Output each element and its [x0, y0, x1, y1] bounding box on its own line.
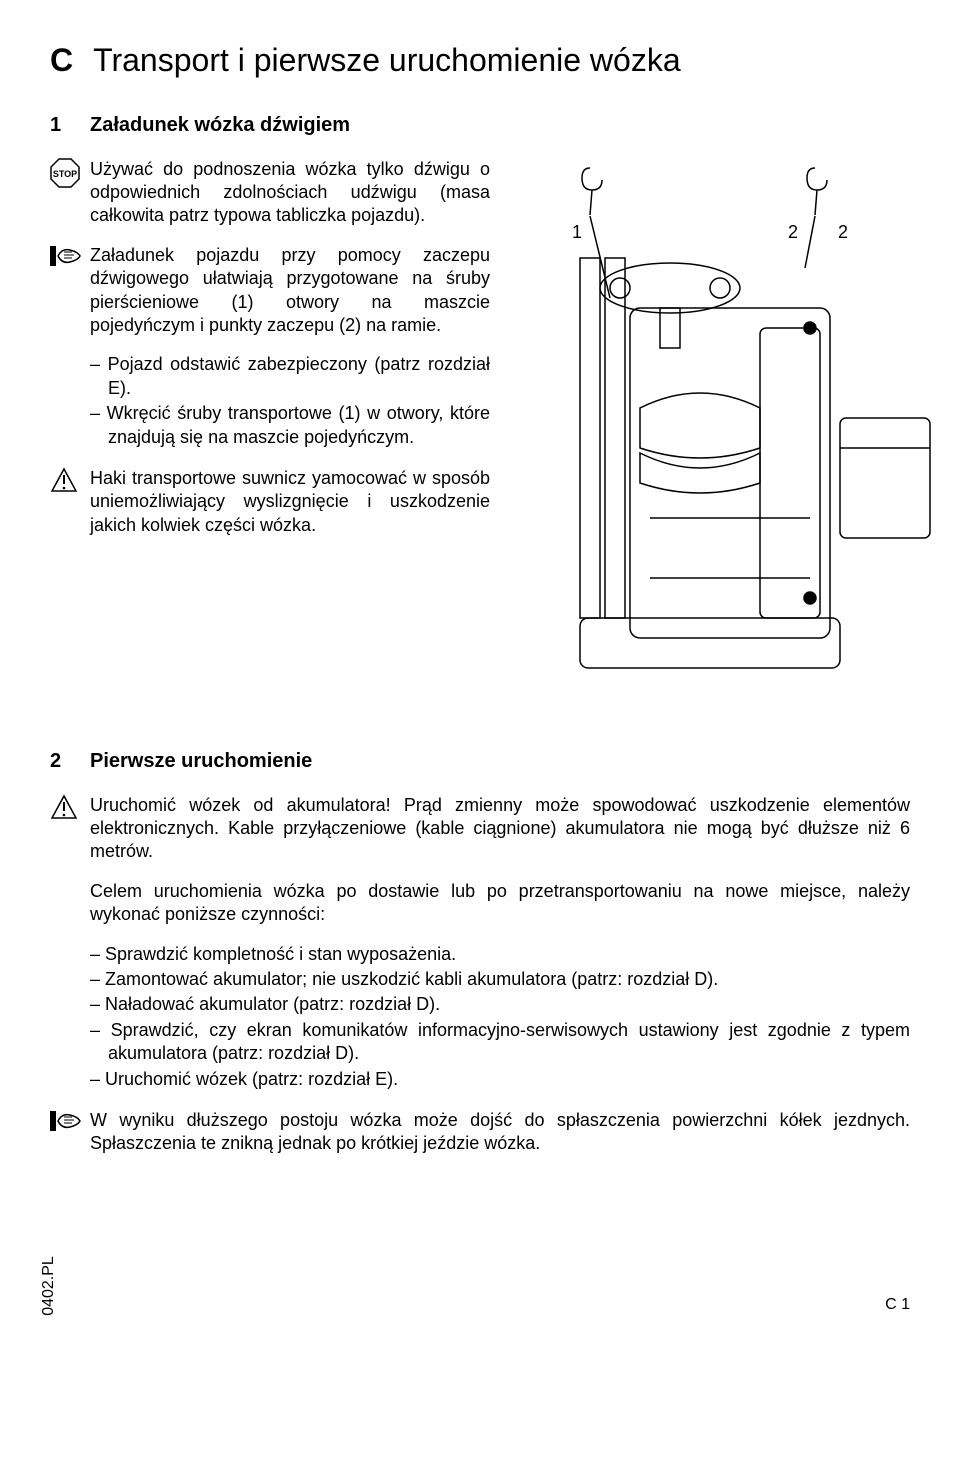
figure-label-2: 2: [788, 222, 798, 242]
section2-list: Sprawdzić kompletność i stan wyposażenia…: [90, 943, 910, 1091]
list-item: Naładować akumulator (patrz: rozdział D)…: [90, 993, 910, 1016]
list-item: Pojazd odstawić zabezpieczony (patrz roz…: [90, 353, 490, 400]
chapter-title-text: Transport i pierwsze uruchomienie wózka: [93, 42, 681, 78]
figure-label-1: 1: [572, 222, 582, 242]
section-1-title: 1Załadunek wózka dźwigiem: [50, 112, 910, 138]
footer-left: 0402.PL: [39, 1256, 60, 1316]
section-2-num: 2: [50, 748, 90, 774]
chapter-title: C Transport i pierwsze uruchomienie wózka: [50, 40, 910, 82]
section2-para2: Celem uruchomienia wózka po dostawie lub…: [90, 880, 910, 927]
section1-stop-text: Używać do podnoszenia wózka tylko dźwigu…: [90, 158, 490, 228]
chapter-letter: C: [50, 42, 73, 78]
section-2-title: 2Pierwsze uruchomienie: [50, 748, 910, 774]
section2-warn-text: Uruchomić wózek od akumulatora! Prąd zmi…: [90, 794, 910, 864]
stop-icon: STOP: [50, 158, 90, 188]
figure-label-3: 2: [838, 222, 848, 242]
warning-icon: [50, 467, 90, 493]
list-item: Uruchomić wózek (patrz: rozdział E).: [90, 1068, 910, 1091]
forklift-figure: 1 2 2: [510, 158, 940, 718]
section-1-title-text: Załadunek wózka dźwigiem: [90, 114, 350, 136]
list-item: Sprawdzić kompletność i stan wyposażenia…: [90, 943, 910, 966]
list-item: Zamontować akumulator; nie uszkodzić kab…: [90, 968, 910, 991]
list-item: Wkręcić śruby transportowe (1) w otwory,…: [90, 402, 490, 449]
hand-icon: [50, 1109, 90, 1133]
warning-icon: [50, 794, 90, 820]
section1-warn-text: Haki transportowe suwnicz yamocować w sp…: [90, 467, 490, 537]
section-1-num: 1: [50, 112, 90, 138]
section1-hand-text: Załadunek pojazdu przy pomocy zaczepu dź…: [90, 244, 490, 338]
section2-hand-text: W wyniku dłuższego postoju wózka może do…: [90, 1109, 910, 1156]
svg-text:STOP: STOP: [53, 169, 77, 179]
section-2-title-text: Pierwsze uruchomienie: [90, 750, 312, 772]
footer-right: C 1: [885, 1295, 910, 1316]
list-item: Sprawdzić, czy ekran komunikatów informa…: [90, 1019, 910, 1066]
hand-icon: [50, 244, 90, 268]
section1-list: Pojazd odstawić zabezpieczony (patrz roz…: [90, 353, 490, 449]
